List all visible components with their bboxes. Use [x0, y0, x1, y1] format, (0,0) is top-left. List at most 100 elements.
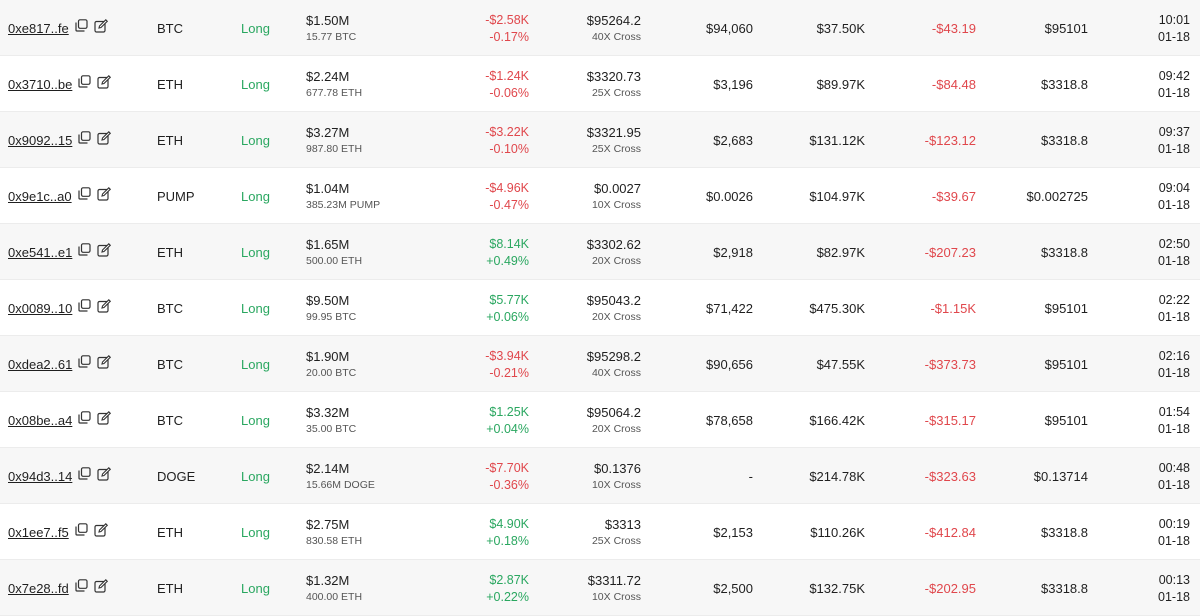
leverage-label: 10X Cross [591, 199, 641, 211]
coin-cell: DOGE [157, 468, 196, 484]
pnl-percent: +0.18% [486, 533, 529, 548]
address-link[interactable]: 0x9e1c..a0 [8, 188, 72, 204]
funding-fee: -$315.17 [924, 412, 976, 428]
mark-price: $0.13714 [1033, 468, 1088, 484]
address-link[interactable]: 0xe541..e1 [8, 244, 73, 260]
pnl-value: -$1.24K [485, 68, 529, 83]
mark-price: $95101 [1044, 356, 1088, 372]
table-row: 0x1ee7..f5 ETH Long $2.75M 830.58 ETH $4… [0, 504, 1200, 560]
pnl-cell: -$1.24K -0.06% [485, 56, 529, 112]
time-cell: 02:16 01-18 [1158, 336, 1190, 392]
margin-value: $82.97K [816, 244, 865, 260]
table-row: 0xe541..e1 ETH Long $1.65M 500.00 ETH $8… [0, 224, 1200, 280]
edit-icon[interactable] [97, 354, 112, 374]
liquidation-price: $0.0026 [706, 188, 753, 204]
copy-icon[interactable] [78, 411, 91, 429]
pnl-value: -$4.96K [485, 180, 529, 195]
edit-icon[interactable] [97, 410, 112, 430]
copy-icon[interactable] [78, 299, 91, 317]
entry-price-cell: $3313 25X Cross [592, 504, 641, 560]
time-value: 09:42 [1158, 68, 1190, 83]
pnl-cell: $1.25K +0.04% [486, 392, 529, 448]
edit-icon[interactable] [94, 18, 108, 38]
margin-value: $110.26K [810, 524, 865, 540]
pnl-percent: -0.47% [489, 197, 529, 212]
side-cell: Long [241, 412, 270, 428]
time-cell: 09:04 01-18 [1158, 168, 1190, 224]
entry-price-cell: $0.0027 10X Cross [592, 168, 641, 224]
address-link[interactable]: 0x08be..a4 [8, 412, 73, 428]
pnl-value: -$7.70K [485, 460, 529, 475]
pnl-value: -$2.58K [485, 12, 529, 27]
funding-fee: -$412.84 [924, 524, 976, 540]
address-cell: 0x9092..15 [8, 112, 112, 168]
copy-icon[interactable] [78, 243, 91, 261]
copy-icon[interactable] [75, 19, 88, 37]
position-value: $2.75M [306, 517, 350, 532]
edit-icon[interactable] [97, 186, 111, 206]
time-value: 02:16 [1158, 348, 1190, 363]
date-value: 01-18 [1158, 533, 1190, 548]
position-value-cell: $2.14M 15.66M DOGE [306, 448, 375, 504]
mark-price: $0.002725 [1026, 188, 1088, 204]
address-link[interactable]: 0x3710..be [8, 76, 73, 92]
entry-price-cell: $3321.95 25X Cross [587, 112, 641, 168]
leverage-label: 25X Cross [591, 143, 641, 155]
copy-icon[interactable] [78, 187, 91, 205]
edit-icon[interactable] [94, 522, 108, 542]
edit-icon[interactable] [97, 74, 112, 94]
side-cell: Long [241, 580, 270, 596]
side-cell: Long [241, 20, 270, 36]
copy-icon[interactable] [78, 467, 91, 485]
copy-icon[interactable] [75, 579, 88, 597]
position-amount: 987.80 ETH [306, 143, 363, 155]
position-value: $3.27M [306, 125, 350, 140]
entry-price-cell: $95264.2 40X Cross [587, 0, 641, 56]
position-amount: 830.58 ETH [306, 535, 363, 547]
margin-value: $166.42K [809, 412, 865, 428]
copy-icon[interactable] [75, 523, 88, 541]
edit-icon[interactable] [97, 130, 112, 150]
edit-icon[interactable] [94, 578, 108, 598]
copy-icon[interactable] [78, 355, 91, 373]
address-link[interactable]: 0x7e28..fd [8, 580, 69, 596]
position-amount: 15.66M DOGE [306, 479, 375, 491]
coin-cell: BTC [157, 20, 183, 36]
edit-icon[interactable] [97, 298, 112, 318]
entry-price: $3311.72 [587, 573, 641, 588]
address-link[interactable]: 0x9092..15 [8, 132, 73, 148]
position-amount: 385.23M PUMP [306, 199, 381, 211]
leverage-label: 20X Cross [591, 311, 641, 323]
copy-icon[interactable] [78, 75, 91, 93]
entry-price-cell: $95043.2 20X Cross [587, 280, 641, 336]
edit-icon[interactable] [97, 466, 112, 486]
edit-icon[interactable] [97, 242, 112, 262]
funding-fee: -$43.19 [931, 20, 976, 36]
address-cell: 0x1ee7..f5 [8, 504, 108, 560]
time-value: 09:04 [1158, 180, 1190, 195]
position-value-cell: $1.65M 500.00 ETH [306, 224, 362, 280]
address-link[interactable]: 0x0089..10 [8, 300, 73, 316]
address-link[interactable]: 0x94d3..14 [8, 468, 73, 484]
address-link[interactable]: 0x1ee7..f5 [8, 524, 69, 540]
entry-price: $95043.2 [586, 293, 641, 308]
table-row: 0xdea2..61 BTC Long $1.90M 20.00 BTC -$3… [0, 336, 1200, 392]
entry-price-cell: $3320.73 25X Cross [587, 56, 641, 112]
position-value-cell: $1.04M 385.23M PUMP [306, 168, 380, 224]
table-row: 0x0089..10 BTC Long $9.50M 99.95 BTC $5.… [0, 280, 1200, 336]
copy-icon[interactable] [78, 131, 91, 149]
funding-fee: -$84.48 [931, 76, 976, 92]
funding-fee: -$373.73 [924, 356, 976, 372]
address-link[interactable]: 0xe817..fe [8, 20, 69, 36]
margin-value: $89.97K [816, 76, 865, 92]
pnl-cell: $4.90K +0.18% [486, 504, 529, 560]
time-cell: 09:42 01-18 [1158, 56, 1190, 112]
funding-fee: -$207.23 [924, 244, 976, 260]
position-amount: 677.78 ETH [306, 87, 363, 99]
leverage-label: 10X Cross [591, 479, 641, 491]
liquidation-price: - [748, 468, 753, 484]
time-cell: 02:22 01-18 [1158, 280, 1190, 336]
address-link[interactable]: 0xdea2..61 [8, 356, 73, 372]
liquidation-price: $2,683 [713, 132, 753, 148]
table-row: 0x08be..a4 BTC Long $3.32M 35.00 BTC $1.… [0, 392, 1200, 448]
